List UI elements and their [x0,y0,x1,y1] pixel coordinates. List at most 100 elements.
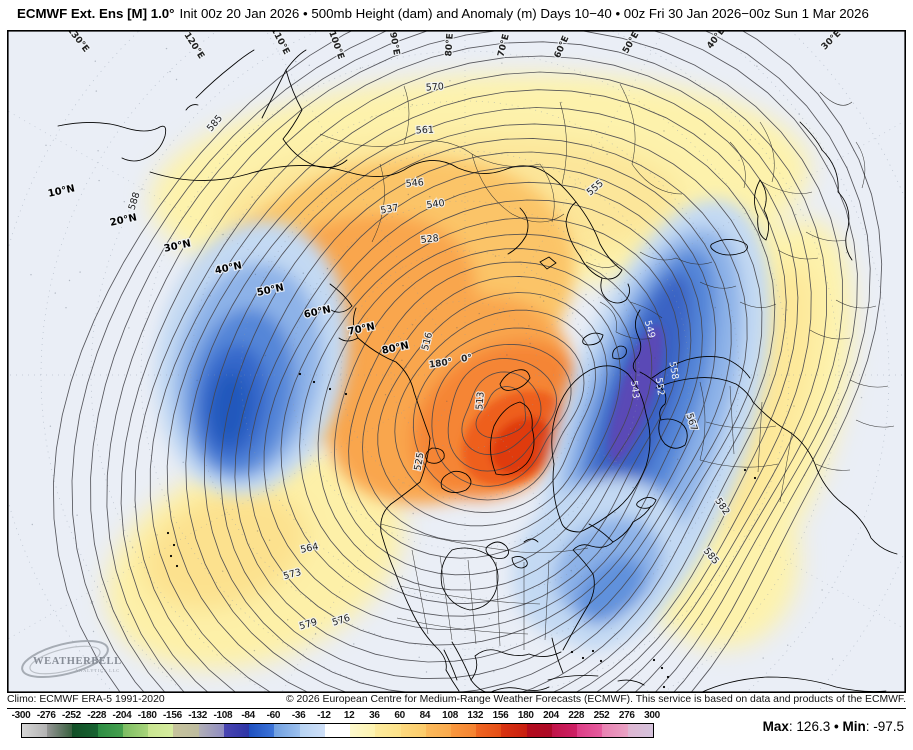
contour-label: 537 [380,203,400,217]
border-path [849,379,889,388]
coastline-path [636,497,657,509]
stipple-dot [663,130,665,132]
height-contour-line [394,309,596,514]
height-contour-line [166,89,787,693]
contour-label: 552 [653,377,666,396]
island-dot [652,658,656,662]
stipple-dot [256,530,259,532]
stipple-dot [175,78,178,81]
stipple-dot [251,196,253,198]
colorbar-tick: 300 [644,710,660,721]
graticule-circle [390,300,540,450]
coastline-path [612,505,652,543]
stipple-dot [196,379,198,382]
stipple-dot [405,366,407,368]
border-path [759,121,775,183]
stipple-dot [676,458,679,460]
stipple-dot [182,461,184,463]
colorbar-segment [274,724,300,737]
coastline-path [425,447,445,464]
stipple-dot [97,150,99,152]
border-path [495,561,501,647]
map-area: 10°N 20°N 30°N 40°N 50°N 60°N 70°N 80°N 130°E 120… [7,30,906,693]
colorbar-tick: -156 [163,710,182,721]
border-path [380,523,589,553]
logo-swoosh-icon [21,639,109,679]
height-contour-line [377,292,608,527]
coastline-path [651,355,751,379]
coastline-path [600,277,631,304]
contour-label: 546 [405,177,424,190]
border-path [705,421,777,429]
stipple-dot [254,273,257,276]
stipple-dot [133,506,136,508]
border-path [809,329,851,340]
coastline-path [523,538,539,543]
colorbar-segment [299,724,325,737]
height-contour-line [475,386,527,439]
weatherbell-logo: WEATHERBELL ANALYTICS LLC [13,638,145,687]
stipple-dot [359,67,362,69]
island-dot [599,659,603,663]
border-path [855,141,866,189]
contour-label: 561 [416,125,435,137]
logo-subtitle: ANALYTICS LLC [75,668,120,673]
height-contour-line [106,30,843,693]
border-path [544,559,550,641]
graticule-circle [290,200,640,550]
contour-label: 549 [642,319,657,339]
stipple-dot [30,274,32,276]
stipple-dot [449,80,451,82]
colorbar-tick: -84 [241,710,255,721]
logo-brand: WEATHERBELL [33,656,122,667]
colorbar-segment [122,724,149,737]
stipple-dot [49,425,52,427]
graticule-circle [240,150,690,600]
island-dot [743,468,747,472]
stipple-dot [488,618,490,620]
border-path [599,301,617,333]
border-path [471,153,565,223]
stipple-dot [640,450,643,452]
min-label: Min [842,719,866,734]
colorbar-segment [400,724,426,737]
graticule-circle [90,30,840,693]
border-path [615,331,653,340]
coastline-path [710,239,748,256]
height-contour-line [447,358,557,472]
stipple-dot [831,658,834,660]
height-contour-line [185,107,776,693]
contour-label: 528 [420,233,439,246]
political-borders [319,83,895,650]
border-path [855,419,895,428]
coastline-path [507,207,529,255]
stipple-dot [65,307,67,309]
coastline-path [582,332,604,346]
stipple-dot [95,90,98,92]
coastline-path [562,541,614,651]
stipple-dot [429,196,431,198]
coastlines [57,49,898,693]
colorbar-tick: 252 [593,710,610,721]
stipple-dot [486,570,488,573]
stipple-dot [701,623,703,625]
height-contour-line [234,151,732,663]
colorbar-tick: 84 [419,710,431,721]
stipple-dot [453,195,455,197]
stipple-dot [224,513,226,515]
stipple-dot [669,540,672,542]
coastline-path [445,669,460,692]
stipple-dot [31,523,33,526]
colorbar-tick: -252 [62,710,81,721]
stipple-dot [435,308,437,310]
colorbar-segment [324,724,351,737]
border-path [729,385,735,455]
coastline-path [57,122,167,162]
border-path [411,549,429,635]
border-path [779,431,793,503]
stipple-dot [602,224,604,226]
stipple-dot [229,604,231,606]
border-path [739,301,777,308]
stipple-dot [76,514,78,516]
